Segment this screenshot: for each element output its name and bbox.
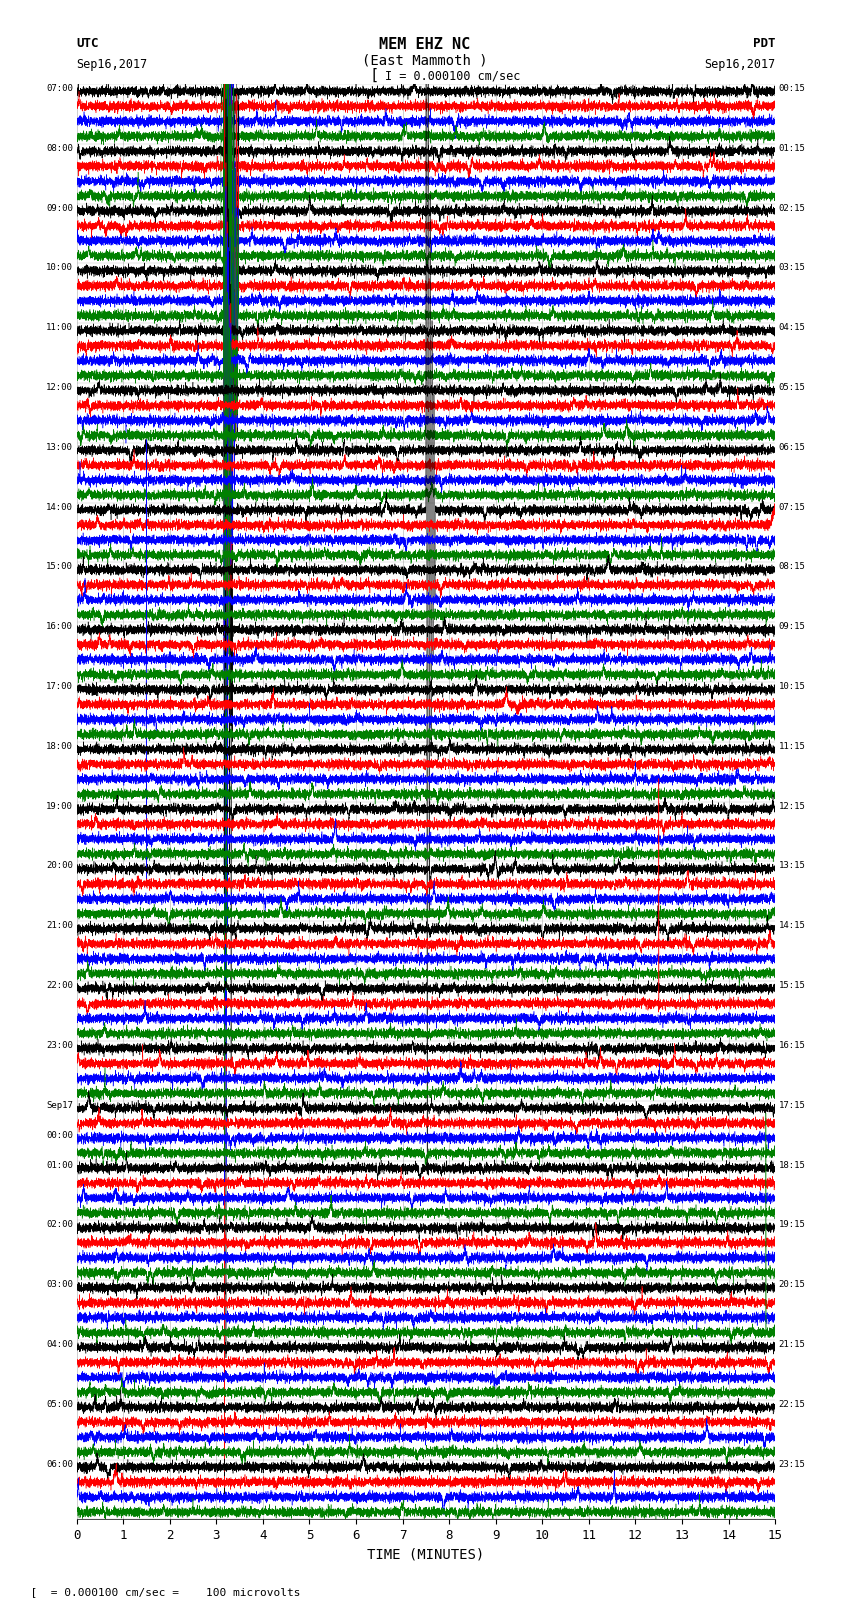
- Text: 17:00: 17:00: [46, 682, 73, 690]
- Text: 07:15: 07:15: [779, 503, 806, 511]
- Text: 14:15: 14:15: [779, 921, 806, 931]
- Text: UTC: UTC: [76, 37, 99, 50]
- Text: 18:00: 18:00: [46, 742, 73, 750]
- Text: 15:15: 15:15: [779, 981, 806, 990]
- Text: MEM EHZ NC: MEM EHZ NC: [379, 37, 471, 52]
- Text: 21:15: 21:15: [779, 1340, 806, 1348]
- Text: 03:00: 03:00: [46, 1281, 73, 1289]
- Text: 20:15: 20:15: [779, 1281, 806, 1289]
- Text: 23:00: 23:00: [46, 1040, 73, 1050]
- Text: Sep17: Sep17: [46, 1100, 73, 1110]
- Text: 12:00: 12:00: [46, 382, 73, 392]
- Text: 02:00: 02:00: [46, 1221, 73, 1229]
- Text: 05:15: 05:15: [779, 382, 806, 392]
- Text: 04:15: 04:15: [779, 323, 806, 332]
- Text: 10:00: 10:00: [46, 263, 73, 273]
- Text: I = 0.000100 cm/sec: I = 0.000100 cm/sec: [385, 69, 520, 82]
- Text: 16:00: 16:00: [46, 623, 73, 631]
- Text: 19:00: 19:00: [46, 802, 73, 811]
- Text: 06:15: 06:15: [779, 442, 806, 452]
- Text: 04:00: 04:00: [46, 1340, 73, 1348]
- Text: 03:15: 03:15: [779, 263, 806, 273]
- Text: 07:00: 07:00: [46, 84, 73, 94]
- Text: 01:00: 01:00: [46, 1161, 73, 1169]
- Text: 11:00: 11:00: [46, 323, 73, 332]
- Text: Sep16,2017: Sep16,2017: [704, 58, 775, 71]
- Text: 06:00: 06:00: [46, 1460, 73, 1468]
- Text: 09:15: 09:15: [779, 623, 806, 631]
- Text: 00:15: 00:15: [779, 84, 806, 94]
- Text: 13:15: 13:15: [779, 861, 806, 871]
- Text: [  = 0.000100 cm/sec =    100 microvolts: [ = 0.000100 cm/sec = 100 microvolts: [17, 1587, 301, 1597]
- Text: 15:00: 15:00: [46, 563, 73, 571]
- Text: 21:00: 21:00: [46, 921, 73, 931]
- Text: [: [: [370, 68, 379, 82]
- Text: 14:00: 14:00: [46, 503, 73, 511]
- Text: 12:15: 12:15: [779, 802, 806, 811]
- Text: 10:15: 10:15: [779, 682, 806, 690]
- Text: Sep16,2017: Sep16,2017: [76, 58, 148, 71]
- Text: 08:15: 08:15: [779, 563, 806, 571]
- Text: 17:15: 17:15: [779, 1100, 806, 1110]
- X-axis label: TIME (MINUTES): TIME (MINUTES): [367, 1548, 484, 1561]
- Text: 22:00: 22:00: [46, 981, 73, 990]
- Text: 18:15: 18:15: [779, 1161, 806, 1169]
- Text: 20:00: 20:00: [46, 861, 73, 871]
- Text: 08:00: 08:00: [46, 144, 73, 153]
- Text: 13:00: 13:00: [46, 442, 73, 452]
- Text: 23:15: 23:15: [779, 1460, 806, 1468]
- Text: 16:15: 16:15: [779, 1040, 806, 1050]
- Text: 05:00: 05:00: [46, 1400, 73, 1408]
- Text: (East Mammoth ): (East Mammoth ): [362, 53, 488, 68]
- Text: 01:15: 01:15: [779, 144, 806, 153]
- Text: 19:15: 19:15: [779, 1221, 806, 1229]
- Text: 09:00: 09:00: [46, 203, 73, 213]
- Text: PDT: PDT: [753, 37, 775, 50]
- Text: 22:15: 22:15: [779, 1400, 806, 1408]
- Text: 02:15: 02:15: [779, 203, 806, 213]
- Text: 11:15: 11:15: [779, 742, 806, 750]
- Text: 00:00: 00:00: [46, 1131, 73, 1140]
